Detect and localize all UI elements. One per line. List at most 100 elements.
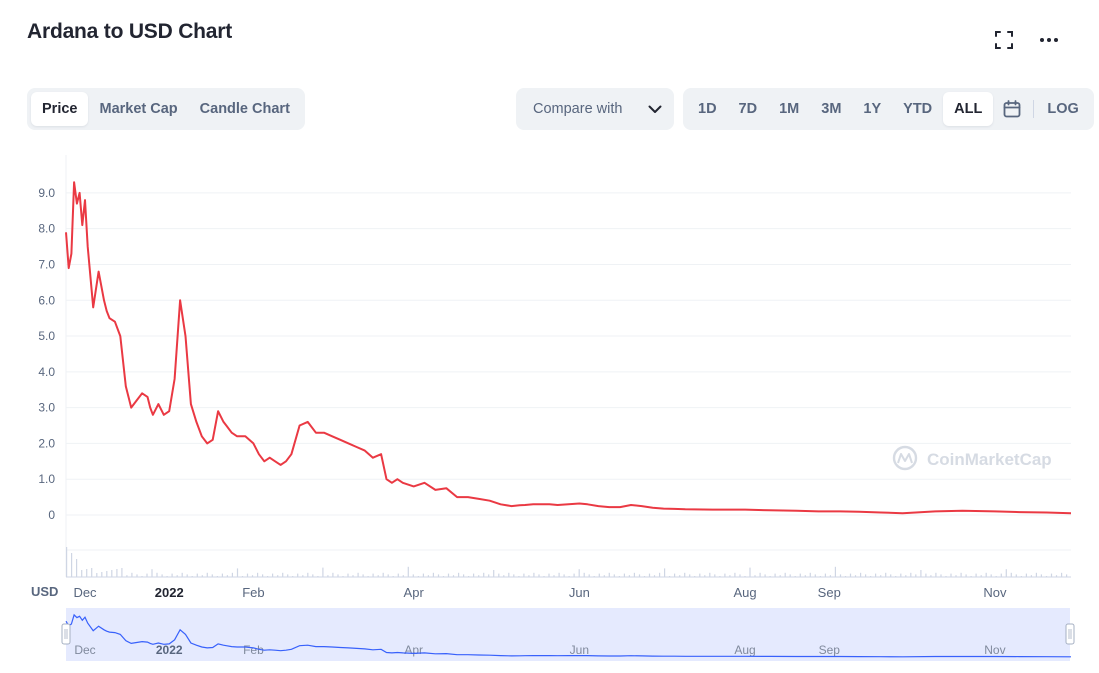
volume-bar	[905, 575, 907, 577]
time-range-selector: 1D 7D 1M 3M 1Y YTD ALL LOG	[683, 88, 1094, 130]
navigator-right-handle[interactable]	[1065, 623, 1075, 645]
range-1d[interactable]: 1D	[698, 101, 717, 117]
navigator-window[interactable]	[66, 608, 1070, 661]
volume-bar	[789, 574, 791, 577]
calendar-icon[interactable]	[993, 92, 1031, 126]
volume-bar	[362, 574, 364, 577]
volume-bar	[880, 575, 882, 577]
volume-bar	[412, 574, 414, 577]
volume-bar	[699, 573, 701, 577]
volume-bar	[920, 570, 922, 577]
volume-bar	[653, 575, 656, 577]
volume-bar	[608, 572, 610, 577]
price-chart: 0 1.0 2.0 3.0 4.0 5.0 6.0 7.0 8.0 9.0 CoinMarketC…	[31, 155, 1075, 661]
range-7d[interactable]: 7D	[738, 101, 758, 117]
volume-bar	[1030, 575, 1032, 577]
volume-bar	[714, 574, 716, 577]
volume-bar	[156, 572, 158, 577]
tab-price[interactable]: Price	[31, 92, 89, 126]
volume-bar	[849, 573, 852, 577]
volume-bar	[583, 572, 585, 577]
volume-bar	[553, 575, 555, 577]
volume-bar	[975, 573, 977, 577]
volume-bar	[463, 574, 465, 577]
volume-bar	[377, 575, 379, 577]
volume-bar	[955, 575, 957, 577]
volume-bar	[638, 574, 641, 577]
volume-bar	[417, 576, 419, 577]
fullscreen-icon[interactable]	[990, 26, 1018, 54]
range-1y[interactable]: 1Y	[863, 101, 882, 117]
volume-bar	[643, 576, 646, 577]
volume-bar	[533, 572, 535, 577]
volume-bar	[106, 571, 108, 577]
volume-bar	[478, 575, 480, 577]
y-tick-label: 0	[48, 508, 55, 522]
volume-bar	[347, 573, 349, 577]
volume-bar	[915, 574, 917, 577]
x-tick-label: Aug	[733, 585, 756, 600]
volume-bar	[960, 572, 962, 577]
volume-bar	[66, 547, 68, 577]
log-toggle[interactable]: LOG	[1047, 101, 1079, 117]
range-navigator: Dec 2022 Feb Apr Jun Aug Sep Nov	[61, 608, 1075, 661]
volume-bar	[754, 575, 756, 577]
volume-bar	[231, 572, 233, 577]
y-tick-label: 3.0	[38, 401, 55, 415]
volume-bar	[900, 573, 902, 577]
volume-bar	[322, 567, 324, 577]
compare-with-dropdown[interactable]: Compare with	[516, 88, 674, 130]
volume-bar	[623, 573, 625, 577]
volume-bar	[513, 574, 515, 577]
volume-bar	[181, 572, 183, 577]
volume-bar	[241, 576, 244, 577]
volume-bar	[262, 574, 264, 577]
volume-bar	[930, 575, 932, 577]
volume-bar	[739, 574, 741, 577]
tab-candle-chart[interactable]: Candle Chart	[199, 101, 290, 117]
volume-bar	[272, 573, 274, 577]
volume-bar	[779, 575, 781, 577]
range-ytd[interactable]: YTD	[903, 101, 933, 117]
more-icon[interactable]	[1035, 26, 1063, 54]
y-tick-label: 2.0	[38, 436, 55, 450]
price-line	[65, 181, 1072, 515]
y-axis-ticks: 0 1.0 2.0 3.0 4.0 5.0 6.0 7.0 8.0 9.0	[38, 186, 55, 522]
range-1m[interactable]: 1M	[779, 101, 800, 117]
volume-bar	[538, 574, 540, 577]
volume-bar	[437, 574, 440, 577]
navigator-line	[65, 613, 1072, 658]
volume-bar	[226, 575, 228, 577]
volume-bar	[618, 576, 620, 577]
x-tick-label: 2022	[155, 585, 184, 600]
volume-bar	[528, 575, 530, 577]
volume-bar	[543, 576, 545, 577]
volume-bar	[161, 574, 163, 577]
volume-bar	[221, 573, 223, 577]
volume-bar	[558, 572, 560, 577]
volume-bar	[297, 573, 299, 577]
volume-bar	[759, 572, 761, 577]
volume-bar	[352, 575, 354, 577]
range-all[interactable]: ALL	[943, 92, 994, 126]
volume-bar	[367, 576, 369, 577]
volume-bar	[664, 568, 666, 577]
volume-bar	[131, 572, 133, 577]
volume-bar	[116, 569, 118, 577]
volume-bar	[784, 572, 786, 577]
coinmarketcap-logo-icon	[892, 445, 918, 471]
navigator-left-handle[interactable]	[61, 623, 71, 645]
volume-bar	[101, 572, 103, 577]
volume-bar	[392, 576, 394, 577]
volume-bar	[719, 576, 721, 577]
x-axis-ticks: Dec 2022 Feb Apr Jun Aug Sep Nov	[73, 585, 1007, 600]
volume-bar	[694, 576, 696, 577]
volume-bar	[136, 574, 138, 577]
tab-market-cap[interactable]: Market Cap	[99, 101, 178, 117]
volume-bar	[186, 574, 188, 577]
volume-bar	[201, 575, 203, 577]
volume-bar	[317, 576, 319, 577]
volume-bar	[246, 573, 249, 577]
range-3m[interactable]: 3M	[821, 101, 842, 117]
volume-bar	[1005, 569, 1007, 577]
